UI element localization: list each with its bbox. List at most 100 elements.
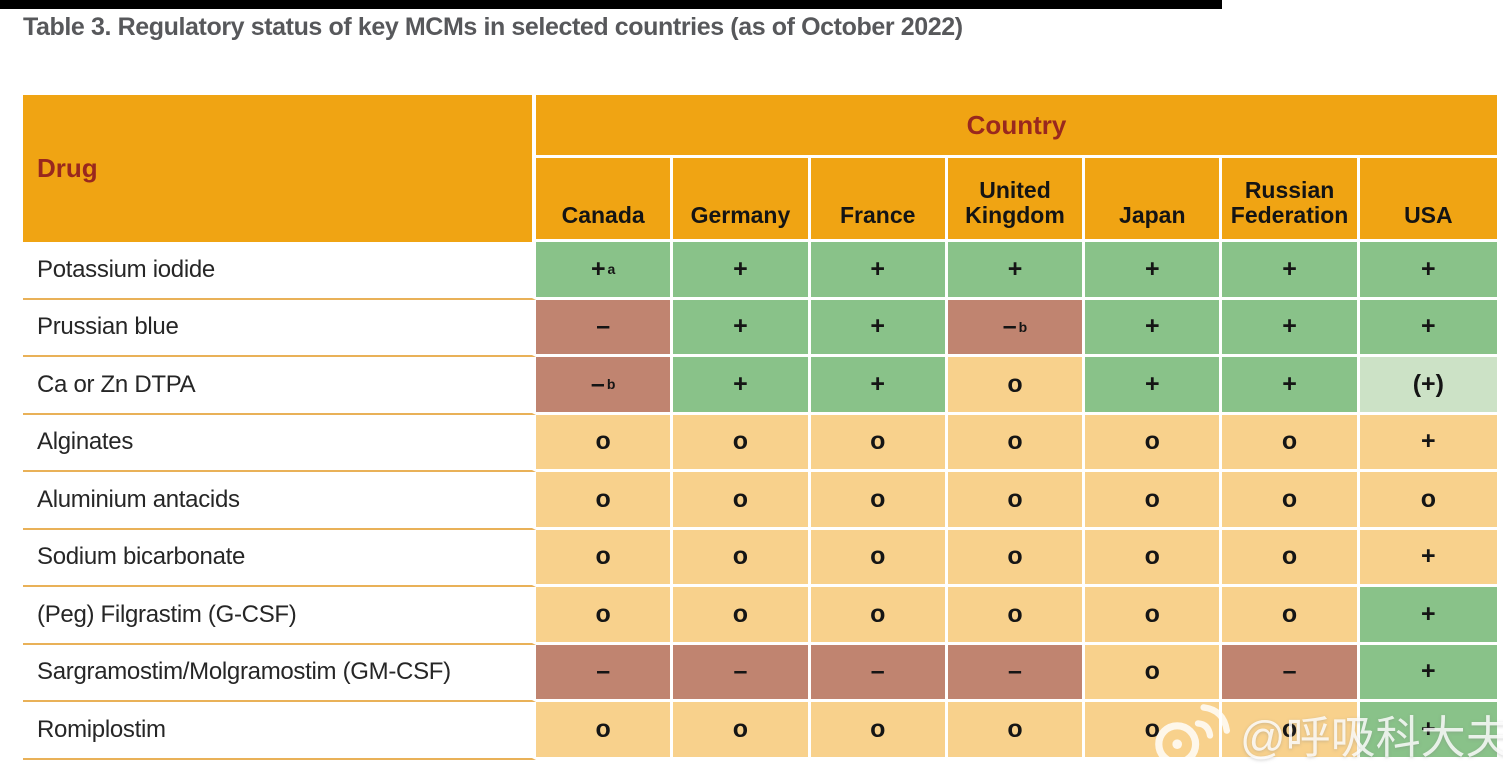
status-symbol: o	[1144, 599, 1160, 628]
status-cell: o	[1085, 644, 1223, 702]
status-cell: –	[536, 644, 674, 702]
status-cell: o	[947, 587, 1086, 645]
status-symbol: +	[1007, 254, 1023, 283]
status-symbol: –	[870, 657, 885, 686]
country-header-usa: USA	[1359, 158, 1497, 242]
drug-name: Romiplostim	[23, 702, 536, 760]
status-cell: –	[810, 644, 948, 702]
status-symbol: o	[870, 714, 886, 743]
status-cell: o	[810, 414, 948, 472]
status-cell: o	[947, 529, 1086, 587]
status-cell: + a	[536, 242, 674, 300]
status-cell: o	[536, 529, 674, 587]
status-cell: o	[1085, 414, 1223, 472]
status-cell: o	[536, 414, 674, 472]
status-symbol: +	[1421, 254, 1436, 283]
status-symbol: o	[1144, 714, 1160, 743]
status-symbol: o	[732, 427, 749, 456]
country-header-united-kingdom: United Kingdom	[947, 158, 1086, 242]
status-cell: o	[536, 702, 674, 760]
status-cell: +	[1359, 587, 1497, 645]
status-cell: +	[1359, 414, 1497, 472]
status-symbol: +	[870, 312, 885, 341]
status-cell: +	[673, 242, 811, 300]
status-symbol: o	[870, 484, 886, 513]
status-cell: +	[810, 242, 948, 300]
status-symbol: –	[596, 657, 611, 686]
status-symbol: +	[590, 254, 606, 283]
status-symbol: o	[870, 542, 886, 571]
status-symbol: o	[1281, 484, 1298, 513]
drug-name: Aluminium antacids	[23, 472, 536, 530]
status-symbol: o	[595, 542, 611, 571]
status-cell: +	[1222, 299, 1360, 357]
status-symbol: o	[1007, 714, 1023, 743]
status-symbol: o	[870, 427, 886, 456]
status-symbol: +	[1421, 599, 1436, 628]
status-cell: +	[1359, 644, 1497, 702]
status-cell: – b	[947, 299, 1086, 357]
status-cell: o	[1222, 472, 1360, 530]
status-cell: o	[810, 529, 948, 587]
status-cell: +	[947, 242, 1086, 300]
drug-name: Sodium bicarbonate	[23, 529, 536, 587]
status-cell: o	[673, 414, 811, 472]
status-cell: o	[810, 587, 948, 645]
status-cell: +	[1085, 242, 1223, 300]
status-cell: o	[1085, 587, 1223, 645]
status-cell: o	[673, 702, 811, 760]
status-symbol: o	[595, 484, 611, 513]
status-symbol: –	[733, 657, 748, 686]
status-symbol: +	[1421, 714, 1436, 743]
country-header-france: France	[810, 158, 948, 242]
status-symbol: +	[733, 254, 748, 283]
status-symbol: o	[1281, 542, 1298, 571]
status-cell: o	[810, 472, 948, 530]
country-header-russian-federation: Russian Federation	[1222, 158, 1360, 242]
status-cell: +	[1359, 242, 1497, 300]
status-cell: o	[536, 472, 674, 530]
status-cell: +	[1359, 702, 1497, 760]
status-cell: (+)	[1359, 357, 1497, 415]
status-symbol: o	[1007, 484, 1023, 513]
status-symbol: o	[1144, 657, 1160, 686]
drug-name: Ca or Zn DTPA	[23, 357, 536, 415]
status-symbol: +	[1282, 312, 1297, 341]
status-cell: o	[1085, 529, 1223, 587]
status-symbol: +	[870, 369, 885, 398]
status-cell: +	[1359, 529, 1497, 587]
status-cell: –	[536, 299, 674, 357]
status-symbol: +	[1144, 254, 1160, 283]
status-symbol: –	[1282, 657, 1297, 686]
status-symbol: +	[1421, 657, 1436, 686]
status-symbol: –	[596, 312, 611, 341]
status-symbol: +	[733, 312, 748, 341]
status-cell: o	[1222, 414, 1360, 472]
status-cell: +	[1222, 242, 1360, 300]
status-cell: – b	[536, 357, 674, 415]
status-symbol: +	[1421, 542, 1436, 571]
status-cell: o	[810, 702, 948, 760]
status-symbol: o	[1420, 484, 1436, 513]
status-cell: +	[673, 357, 811, 415]
status-symbol: o	[732, 484, 749, 513]
status-cell: +	[1359, 299, 1497, 357]
status-cell: o	[1222, 702, 1360, 760]
status-cell: o	[536, 587, 674, 645]
status-symbol: +	[1144, 312, 1160, 341]
status-symbol: o	[1007, 369, 1023, 398]
status-cell: o	[947, 414, 1086, 472]
status-cell: o	[1359, 472, 1497, 530]
status-cell: +	[1222, 357, 1360, 415]
status-symbol: o	[1144, 427, 1160, 456]
status-cell: +	[1085, 299, 1223, 357]
status-symbol: o	[1281, 599, 1298, 628]
status-symbol: +	[733, 369, 748, 398]
drug-name: Prussian blue	[23, 299, 536, 357]
status-cell: o	[673, 472, 811, 530]
status-cell: o	[1222, 529, 1360, 587]
status-symbol: o	[595, 714, 611, 743]
status-cell: o	[673, 587, 811, 645]
drug-column-header: Drug	[23, 95, 536, 242]
regulatory-status-table: Drug Country Canada Germany France Unite…	[23, 95, 1497, 760]
